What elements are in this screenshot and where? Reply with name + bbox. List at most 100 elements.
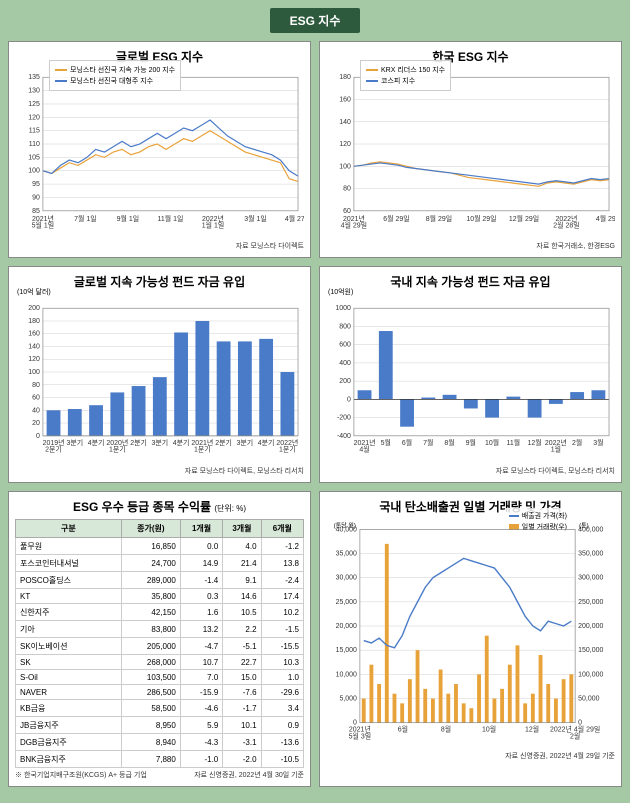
table-row: SK268,00010.722.710.3 [16,655,304,670]
svg-text:1분기: 1분기 [279,445,296,454]
table-row: 신한지주42,1501.610.510.2 [16,604,304,621]
korea-esg-panel: 한국 ESG 지수 KRX 리더스 150 지수코스피 지수 608010012… [319,41,622,258]
svg-text:35,000: 35,000 [336,551,357,558]
svg-text:200: 200 [28,305,40,312]
stock-table-note-right: 자료 신영증권, 2022년 4월 30일 기준 [194,770,304,780]
svg-text:2분기: 2분기 [215,438,232,447]
svg-text:2분기: 2분기 [130,438,147,447]
svg-text:1월: 1월 [551,445,561,454]
svg-text:5월 1일: 5월 1일 [32,221,55,230]
svg-text:105: 105 [28,154,40,161]
global-fund-source: 자료 모닝스타 다이렉트, 모닝스타 리서치 [15,466,304,476]
svg-text:2월 28일: 2월 28일 [553,221,579,230]
svg-text:2022년: 2022년 [556,214,578,223]
svg-text:80: 80 [32,382,40,389]
global-esg-chart: 8590951001051101151201251301352021년5월 1일… [15,69,304,239]
svg-text:0: 0 [578,720,582,727]
korea-fund-chart: -400-200020040060080010002021년4월5월6월7월8월… [326,294,615,464]
table-header: 3개월 [223,520,261,538]
svg-text:300,000: 300,000 [578,575,603,582]
svg-text:600: 600 [339,342,351,349]
table-header: 1개월 [180,520,222,538]
svg-text:2022년: 2022년 [545,438,567,447]
svg-text:4월 29일: 4월 29일 [341,221,367,230]
table-row: KT35,8000.314.617.4 [16,589,304,604]
korea-fund-title: 국내 지속 가능성 펀드 자금 유입 [326,273,615,290]
svg-text:95: 95 [32,181,40,188]
svg-text:8월 29일: 8월 29일 [426,214,452,223]
table-row: POSCO홀딩스289,000-1.49.1-2.4 [16,572,304,589]
svg-text:3월: 3월 [593,438,603,447]
global-fund-chart: 0204060801001201401601802002019년2분기3분기4분… [15,294,304,464]
svg-text:3분기: 3분기 [66,438,83,447]
svg-text:0: 0 [36,433,40,440]
carbon-title: 국내 탄소배출권 일별 거래량 및 가격 [326,498,615,515]
table-header: 종가(원) [121,520,180,538]
svg-text:1분기: 1분기 [109,445,126,454]
table-row: KB금융58,500-4.6-1.73.4 [16,700,304,717]
svg-text:2020년: 2020년 [106,438,128,447]
svg-text:2021년: 2021년 [343,214,365,223]
svg-text:2022년: 2022년 [202,214,224,223]
carbon-panel: 국내 탄소배출권 일별 거래량 및 가격 배출권 가격(좌)일별 거래량(우) … [319,491,622,787]
svg-text:1분기: 1분기 [194,445,211,454]
svg-text:2022년: 2022년 [276,438,298,447]
korea-esg-legend: KRX 리더스 150 지수코스피 지수 [360,60,451,91]
svg-text:12월: 12월 [525,725,539,734]
svg-text:90: 90 [32,194,40,201]
svg-text:6월: 6월 [402,438,412,447]
svg-text:2021년: 2021년 [32,214,54,223]
svg-text:15,000: 15,000 [336,647,357,654]
svg-text:400: 400 [339,360,351,367]
svg-text:12월: 12월 [528,438,542,447]
svg-text:3월 1일: 3월 1일 [244,214,267,223]
svg-text:(톤당 원): (톤당 원) [334,521,356,529]
table-row: S-Oil103,5007.015.01.0 [16,670,304,685]
svg-text:9월: 9월 [466,438,476,447]
table-row: SK이노베이션205,000-4.7-5.1-15.5 [16,638,304,655]
global-esg-source: 자료 모닝스타 다이렉트 [15,241,304,251]
table-row: 풀무원16,8500.04.0-1.2 [16,538,304,555]
svg-text:1월 1일: 1월 1일 [202,221,225,230]
svg-text:4분기: 4분기 [88,438,105,447]
svg-text:3분기: 3분기 [237,438,254,447]
svg-text:200: 200 [339,378,351,385]
svg-text:6월 29일: 6월 29일 [383,214,409,223]
table-header: 6개월 [261,520,303,538]
global-esg-panel: 글로벌 ESG 지수 모닝스타 선진국 지속 가능 200 지수모닝스타 선진국… [8,41,311,258]
svg-text:10,000: 10,000 [336,671,357,678]
svg-text:2019년: 2019년 [43,438,65,447]
svg-text:2분기: 2분기 [45,445,62,454]
svg-text:2021년: 2021년 [191,438,213,447]
svg-text:5월: 5월 [381,438,391,447]
svg-text:9월 1일: 9월 1일 [117,214,140,223]
svg-text:110: 110 [29,141,40,148]
svg-text:4분기: 4분기 [173,438,190,447]
svg-text:4월 27일: 4월 27일 [285,214,304,223]
svg-text:40: 40 [32,407,40,414]
global-esg-legend: 모닝스타 선진국 지속 가능 200 지수모닝스타 선진국 대형주 지수 [49,60,181,91]
korea-fund-source: 자료 모닝스타 다이렉트, 모닝스타 리서치 [326,466,615,476]
svg-text:350,000: 350,000 [578,551,603,558]
svg-text:140: 140 [28,344,40,351]
svg-text:20: 20 [32,420,40,427]
svg-text:140: 140 [339,119,351,126]
svg-text:11월: 11월 [507,438,521,447]
svg-text:250,000: 250,000 [578,599,603,606]
svg-text:25,000: 25,000 [336,599,357,606]
korea-esg-chart: 60801001201401601802021년4월 29일6월 29일8월 2… [326,69,615,239]
svg-text:2월: 2월 [572,438,582,447]
svg-text:180: 180 [339,74,351,81]
stock-table: 구분종가(원)1개월3개월6개월풀무원16,8500.04.0-1.2포스코인터… [15,519,304,768]
svg-text:50,000: 50,000 [578,696,599,703]
stock-table-panel: ESG 우수 등급 종목 수익률 (단위: %) 구분종가(원)1개월3개월6개… [8,491,311,787]
svg-text:11월 1일: 11월 1일 [158,214,184,223]
svg-text:100,000: 100,000 [578,671,603,678]
svg-text:2022년 4월 29일: 2022년 4월 29일 [550,725,600,734]
svg-text:0: 0 [347,396,351,403]
svg-text:2021년: 2021년 [354,438,376,447]
svg-text:160: 160 [339,97,351,104]
svg-text:8월: 8월 [444,438,454,447]
svg-text:100: 100 [28,168,40,175]
svg-text:160: 160 [28,331,40,338]
